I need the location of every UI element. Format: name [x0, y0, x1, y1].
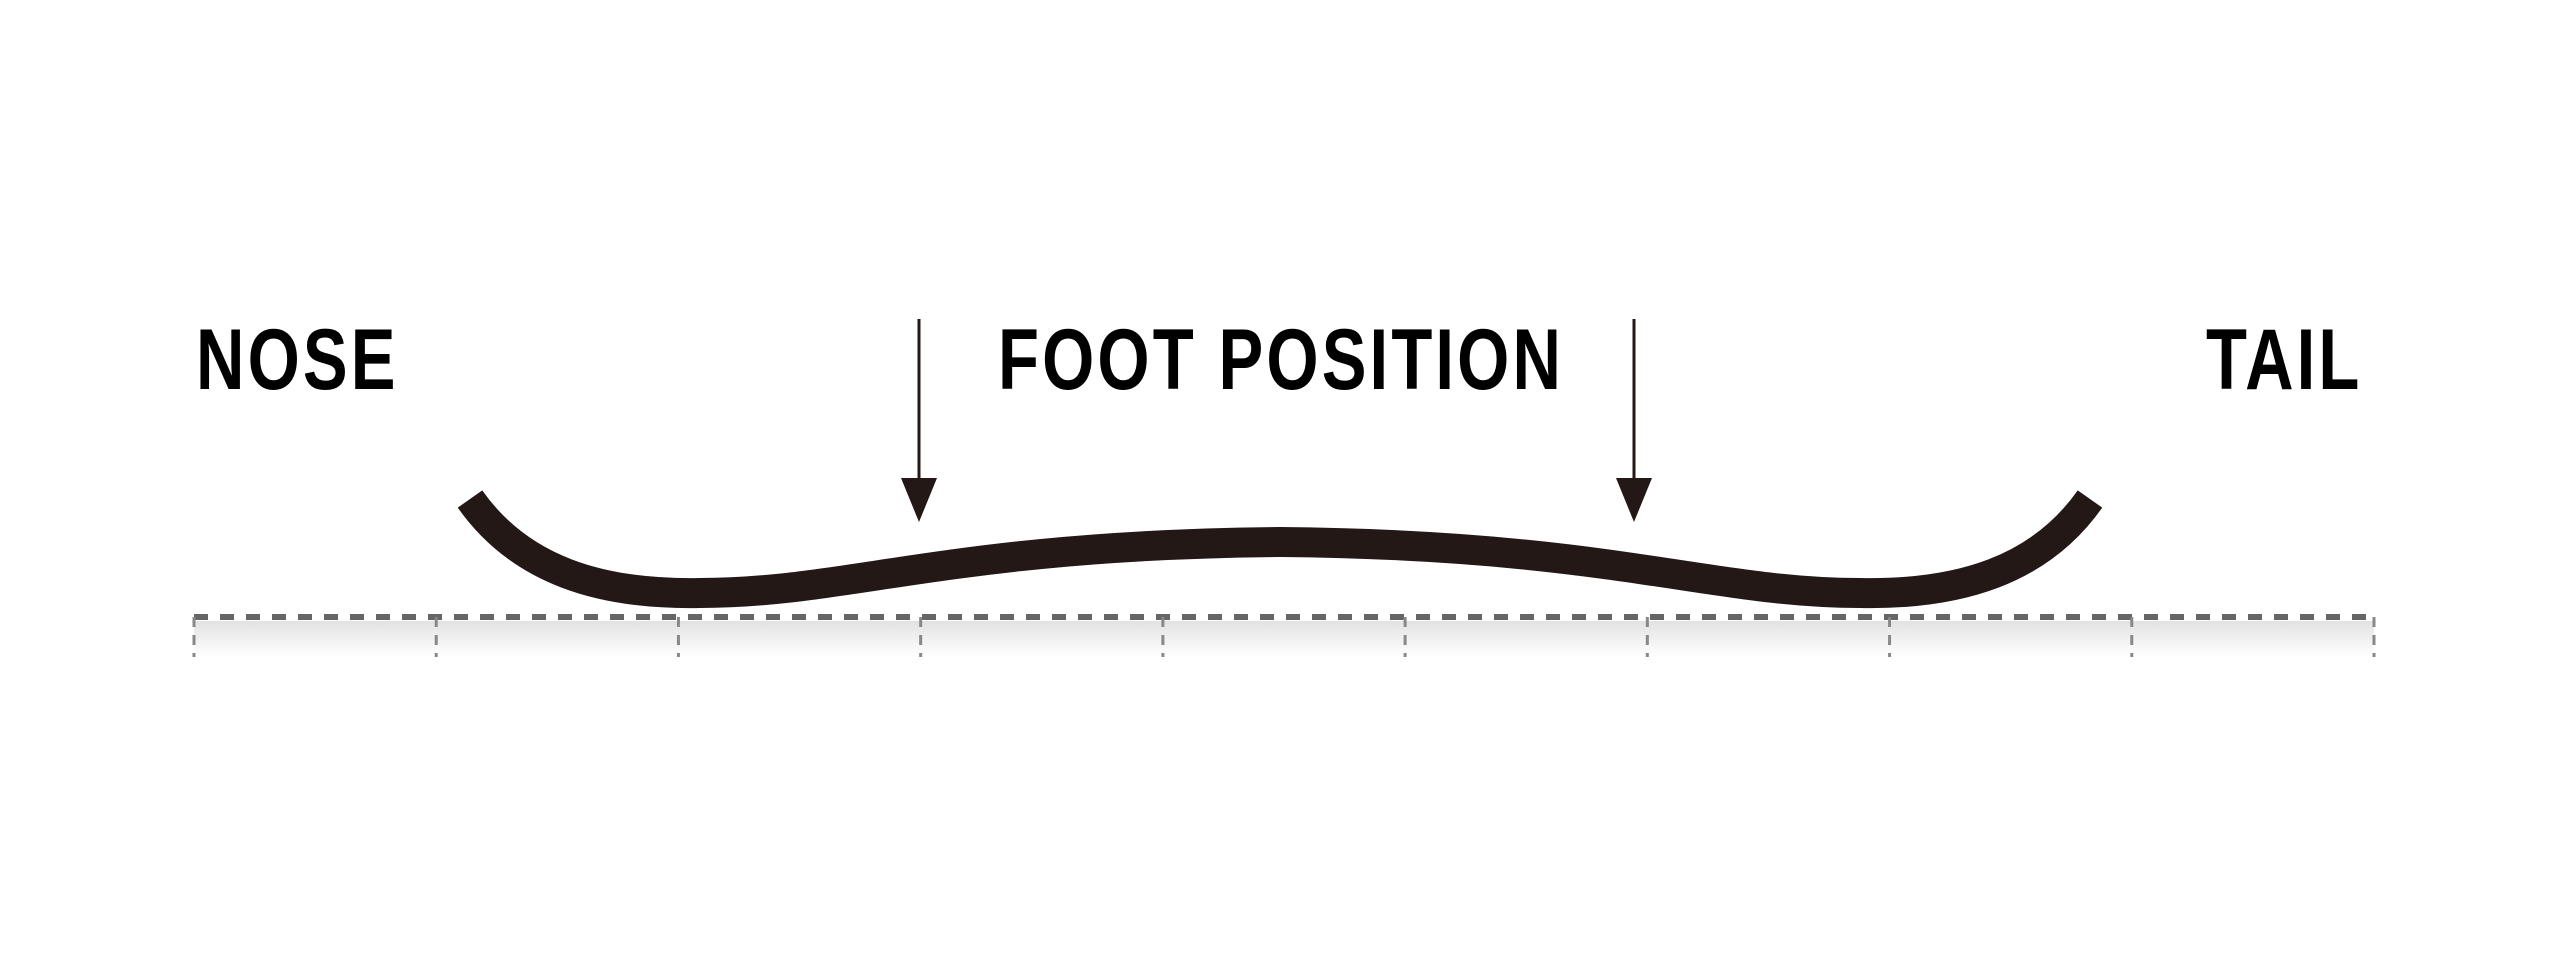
nose-label: NOSE	[196, 312, 399, 408]
tail-label: TAIL	[2206, 312, 2363, 408]
right-foot-arrow	[1616, 319, 1652, 522]
foot-position-label: FOOT POSITION	[998, 312, 1565, 408]
board-profile-curve	[457, 490, 2103, 609]
ground-ticks	[192, 617, 2376, 657]
ground-band	[194, 621, 2374, 657]
left-foot-arrow	[901, 319, 937, 522]
